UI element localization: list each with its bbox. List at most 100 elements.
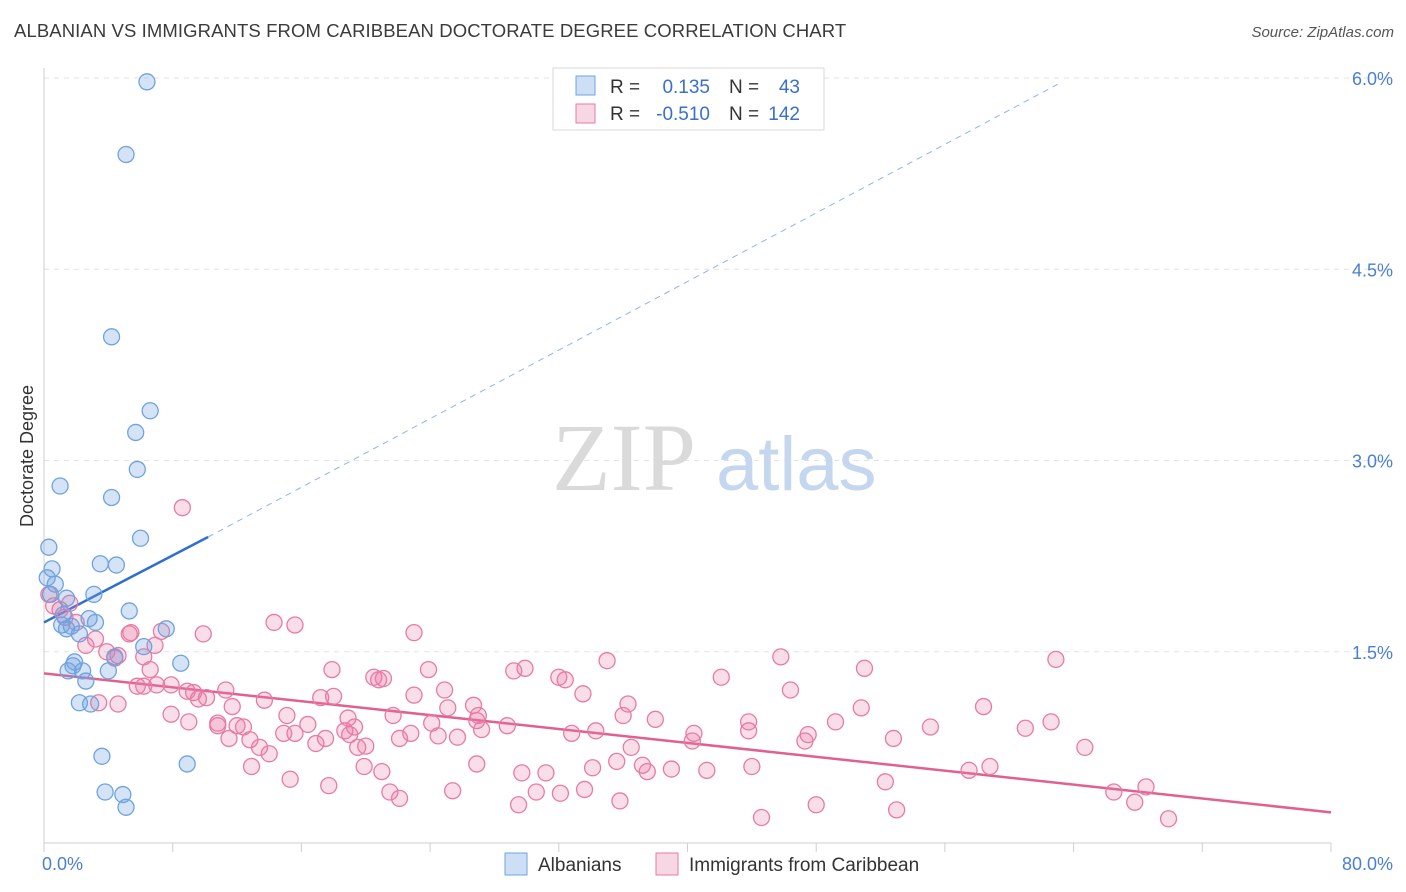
point-caribbean — [373, 762, 391, 781]
point-albanians — [141, 402, 159, 420]
point-albanians — [135, 638, 153, 656]
legend-n-label-1: N = — [729, 77, 759, 98]
point-caribbean — [234, 718, 253, 736]
legend-r-value-2: -0.510 — [656, 104, 710, 125]
point-caribbean — [468, 755, 486, 773]
points-albanians — [38, 73, 196, 816]
point-caribbean — [390, 789, 409, 808]
point-albanians — [73, 662, 92, 680]
point-caribbean — [320, 776, 338, 795]
point-caribbean — [796, 732, 814, 750]
point-albanians — [120, 602, 138, 620]
point-albanians — [117, 798, 135, 816]
legend-r-label-2: R = — [610, 104, 640, 125]
point-caribbean — [743, 757, 761, 776]
point-caribbean — [162, 705, 180, 723]
point-caribbean — [974, 697, 993, 716]
point-caribbean — [316, 729, 335, 748]
point-caribbean — [498, 717, 516, 735]
point-caribbean — [516, 659, 534, 677]
point-albanians — [102, 328, 121, 346]
point-albanians — [114, 785, 132, 804]
trendline-albanians — [43, 83, 1058, 624]
point-caribbean — [472, 720, 491, 739]
points-caribbean — [40, 499, 1178, 828]
point-caribbean — [1137, 778, 1155, 796]
bottom-legend-caribbean: Immigrants from Caribbean — [689, 855, 919, 876]
point-caribbean — [960, 761, 978, 779]
point-caribbean — [587, 722, 605, 740]
point-caribbean — [122, 623, 140, 642]
point-albanians — [85, 585, 103, 604]
point-caribbean — [884, 729, 903, 748]
point-caribbean — [381, 783, 399, 801]
trendline-albanians-solid — [43, 535, 209, 624]
point-caribbean — [341, 725, 359, 744]
point-caribbean — [1016, 719, 1034, 737]
y-tick-label-3: 6.0% — [1352, 69, 1393, 89]
point-albanians — [107, 556, 126, 574]
point-albanians — [86, 613, 105, 632]
point-caribbean — [162, 676, 180, 694]
point-caribbean — [563, 724, 581, 742]
point-caribbean — [583, 759, 602, 777]
point-albanians — [82, 695, 100, 713]
point-caribbean — [781, 681, 800, 699]
point-caribbean — [135, 677, 153, 695]
point-caribbean — [278, 706, 296, 725]
point-caribbean — [357, 737, 375, 755]
point-caribbean — [209, 717, 227, 735]
point-caribbean — [772, 648, 790, 666]
y-axis-label: Doctorate Degree — [17, 385, 37, 527]
point-caribbean — [1042, 713, 1060, 731]
bottom-legend-swatch-caribbean — [655, 852, 679, 876]
point-caribbean — [242, 757, 261, 776]
axes — [43, 68, 1332, 852]
point-caribbean — [275, 724, 293, 742]
point-caribbean — [752, 808, 771, 827]
point-albanians — [106, 648, 124, 666]
point-caribbean — [1105, 783, 1123, 801]
point-caribbean — [739, 722, 758, 740]
point-caribbean — [419, 660, 438, 679]
point-caribbean — [887, 801, 906, 819]
point-caribbean — [339, 709, 357, 727]
point-caribbean — [1159, 810, 1178, 828]
point-caribbean — [439, 699, 457, 717]
point-caribbean — [355, 757, 373, 776]
point-caribbean — [1076, 738, 1094, 757]
point-caribbean — [152, 622, 171, 640]
point-albanians — [178, 755, 196, 773]
point-caribbean — [402, 724, 420, 742]
point-albanians — [77, 672, 95, 690]
point-caribbean — [324, 687, 343, 706]
y-tick-label-0: 1.5% — [1352, 643, 1393, 663]
legend-swatch-caribbean — [575, 103, 596, 124]
legend-n-value-1: 43 — [779, 77, 800, 98]
watermark-zip: ZIP — [552, 404, 696, 511]
point-caribbean — [228, 717, 246, 735]
point-albanians — [40, 538, 58, 556]
point-caribbean — [390, 729, 409, 748]
point-albanians — [93, 747, 111, 765]
point-albanians — [172, 654, 190, 672]
bottom-legend-swatch-albanians — [504, 852, 528, 876]
point-caribbean — [807, 796, 825, 814]
point-albanians — [128, 460, 146, 479]
point-caribbean — [921, 718, 940, 736]
legend-swatch-albanians — [575, 75, 596, 96]
point-caribbean — [217, 681, 235, 699]
source-credit: Source: ZipAtlas.com — [1251, 24, 1394, 41]
legend-n-label-2: N = — [729, 104, 759, 125]
point-caribbean — [223, 697, 241, 716]
point-caribbean — [469, 706, 488, 725]
point-albanians — [70, 625, 89, 643]
point-albanians — [131, 529, 150, 547]
point-caribbean — [260, 745, 278, 763]
point-albanians — [91, 555, 109, 573]
point-caribbean — [638, 762, 656, 781]
point-caribbean — [712, 668, 730, 686]
point-caribbean — [1126, 793, 1144, 811]
point-albanians — [127, 423, 145, 442]
point-albanians — [117, 145, 135, 164]
